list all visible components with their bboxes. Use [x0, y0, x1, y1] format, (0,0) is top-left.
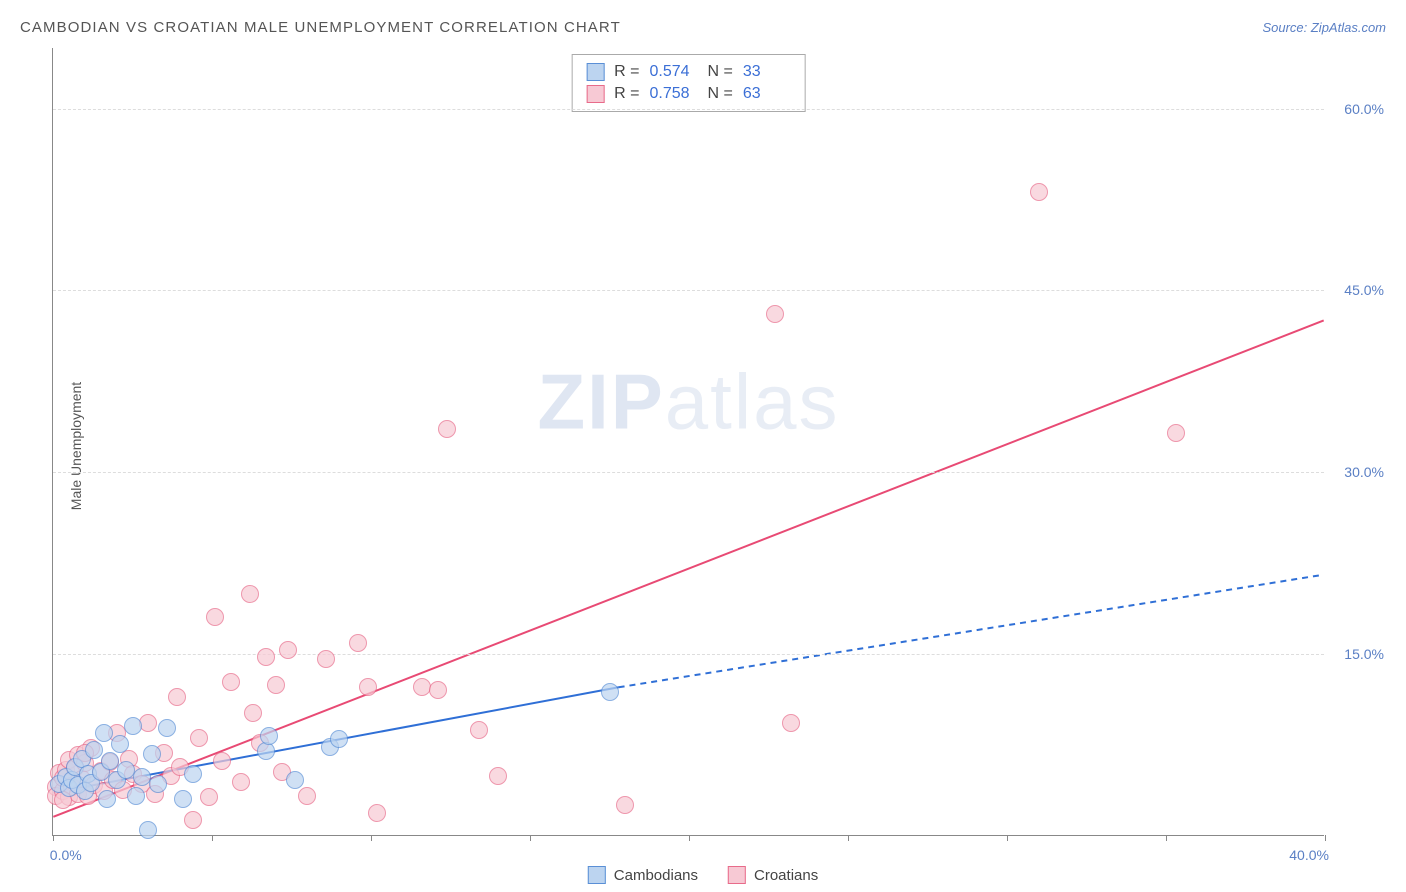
chart-container: CAMBODIAN VS CROATIAN MALE UNEMPLOYMENT … [0, 0, 1406, 892]
x-tick [1007, 835, 1008, 841]
scatter-point-croatians [267, 676, 285, 694]
scatter-point-cambodians [184, 765, 202, 783]
scatter-point-cambodians [95, 724, 113, 742]
scatter-point-cambodians [149, 775, 167, 793]
y-tick-label: 60.0% [1344, 101, 1384, 117]
gridline-h [53, 109, 1324, 110]
x-tick [212, 835, 213, 841]
scatter-point-cambodians [158, 719, 176, 737]
scatter-point-cambodians [85, 741, 103, 759]
legend-item-cambodians: Cambodians [588, 866, 698, 884]
scatter-point-croatians [200, 788, 218, 806]
scatter-point-cambodians [286, 771, 304, 789]
scatter-point-croatians [257, 648, 275, 666]
scatter-point-croatians [244, 704, 262, 722]
scatter-point-cambodians [257, 742, 275, 760]
swatch-cambodians [588, 866, 606, 884]
scatter-point-croatians [429, 681, 447, 699]
scatter-point-croatians [168, 688, 186, 706]
trend-line [619, 575, 1324, 688]
trend-lines-svg [53, 48, 1324, 835]
legend-item-croatians: Croatians [728, 866, 818, 884]
scatter-point-cambodians [139, 821, 157, 839]
scatter-point-croatians [766, 305, 784, 323]
scatter-point-croatians [438, 420, 456, 438]
trend-line [53, 320, 1323, 816]
scatter-point-cambodians [124, 717, 142, 735]
n-value-croatians: 63 [743, 85, 791, 103]
n-label: N = [708, 63, 733, 81]
r-label: R = [614, 85, 639, 103]
x-tick [53, 835, 54, 841]
y-tick-label: 15.0% [1344, 646, 1384, 662]
x-tick [689, 835, 690, 841]
scatter-point-cambodians [330, 730, 348, 748]
scatter-point-cambodians [174, 790, 192, 808]
scatter-point-cambodians [111, 735, 129, 753]
legend-label-croatians: Croatians [754, 867, 818, 884]
x-tick-label: 0.0% [50, 847, 82, 863]
x-tick [1325, 835, 1326, 841]
scatter-point-croatians [184, 811, 202, 829]
scatter-point-cambodians [143, 745, 161, 763]
x-tick [848, 835, 849, 841]
bottom-legend: Cambodians Croatians [588, 866, 818, 884]
scatter-point-croatians [241, 585, 259, 603]
n-value-cambodians: 33 [743, 63, 791, 81]
plot-area: ZIPatlas R = 0.574 N = 33 R = 0.758 N = … [52, 48, 1324, 836]
scatter-point-croatians [616, 796, 634, 814]
stats-row-croatians: R = 0.758 N = 63 [586, 83, 791, 105]
stats-legend-box: R = 0.574 N = 33 R = 0.758 N = 63 [571, 54, 806, 112]
scatter-point-croatians [349, 634, 367, 652]
chart-title: CAMBODIAN VS CROATIAN MALE UNEMPLOYMENT … [20, 19, 621, 36]
scatter-point-croatians [298, 787, 316, 805]
scatter-point-croatians [206, 608, 224, 626]
scatter-point-croatians [213, 752, 231, 770]
chart-source: Source: ZipAtlas.com [1262, 20, 1386, 35]
scatter-point-croatians [139, 714, 157, 732]
r-value-cambodians: 0.574 [650, 63, 698, 81]
scatter-point-cambodians [601, 683, 619, 701]
scatter-point-croatians [232, 773, 250, 791]
r-value-croatians: 0.758 [650, 85, 698, 103]
x-tick [530, 835, 531, 841]
scatter-point-croatians [1167, 424, 1185, 442]
x-tick-label: 40.0% [1289, 847, 1329, 863]
scatter-point-cambodians [98, 790, 116, 808]
scatter-point-croatians [317, 650, 335, 668]
n-label: N = [708, 85, 733, 103]
x-tick [1166, 835, 1167, 841]
swatch-croatians [728, 866, 746, 884]
swatch-cambodians [586, 63, 604, 81]
scatter-point-cambodians [127, 787, 145, 805]
scatter-point-croatians [359, 678, 377, 696]
gridline-h [53, 654, 1324, 655]
gridline-h [53, 472, 1324, 473]
y-tick-label: 30.0% [1344, 464, 1384, 480]
x-tick [371, 835, 372, 841]
chart-header: CAMBODIAN VS CROATIAN MALE UNEMPLOYMENT … [0, 0, 1406, 42]
scatter-point-croatians [190, 729, 208, 747]
scatter-point-croatians [368, 804, 386, 822]
swatch-croatians [586, 85, 604, 103]
r-label: R = [614, 63, 639, 81]
stats-row-cambodians: R = 0.574 N = 33 [586, 61, 791, 83]
scatter-point-croatians [222, 673, 240, 691]
scatter-point-croatians [489, 767, 507, 785]
legend-label-cambodians: Cambodians [614, 867, 698, 884]
scatter-point-croatians [782, 714, 800, 732]
y-tick-label: 45.0% [1344, 282, 1384, 298]
gridline-h [53, 290, 1324, 291]
scatter-point-croatians [1030, 183, 1048, 201]
scatter-point-croatians [470, 721, 488, 739]
scatter-point-croatians [279, 641, 297, 659]
scatter-point-cambodians [260, 727, 278, 745]
